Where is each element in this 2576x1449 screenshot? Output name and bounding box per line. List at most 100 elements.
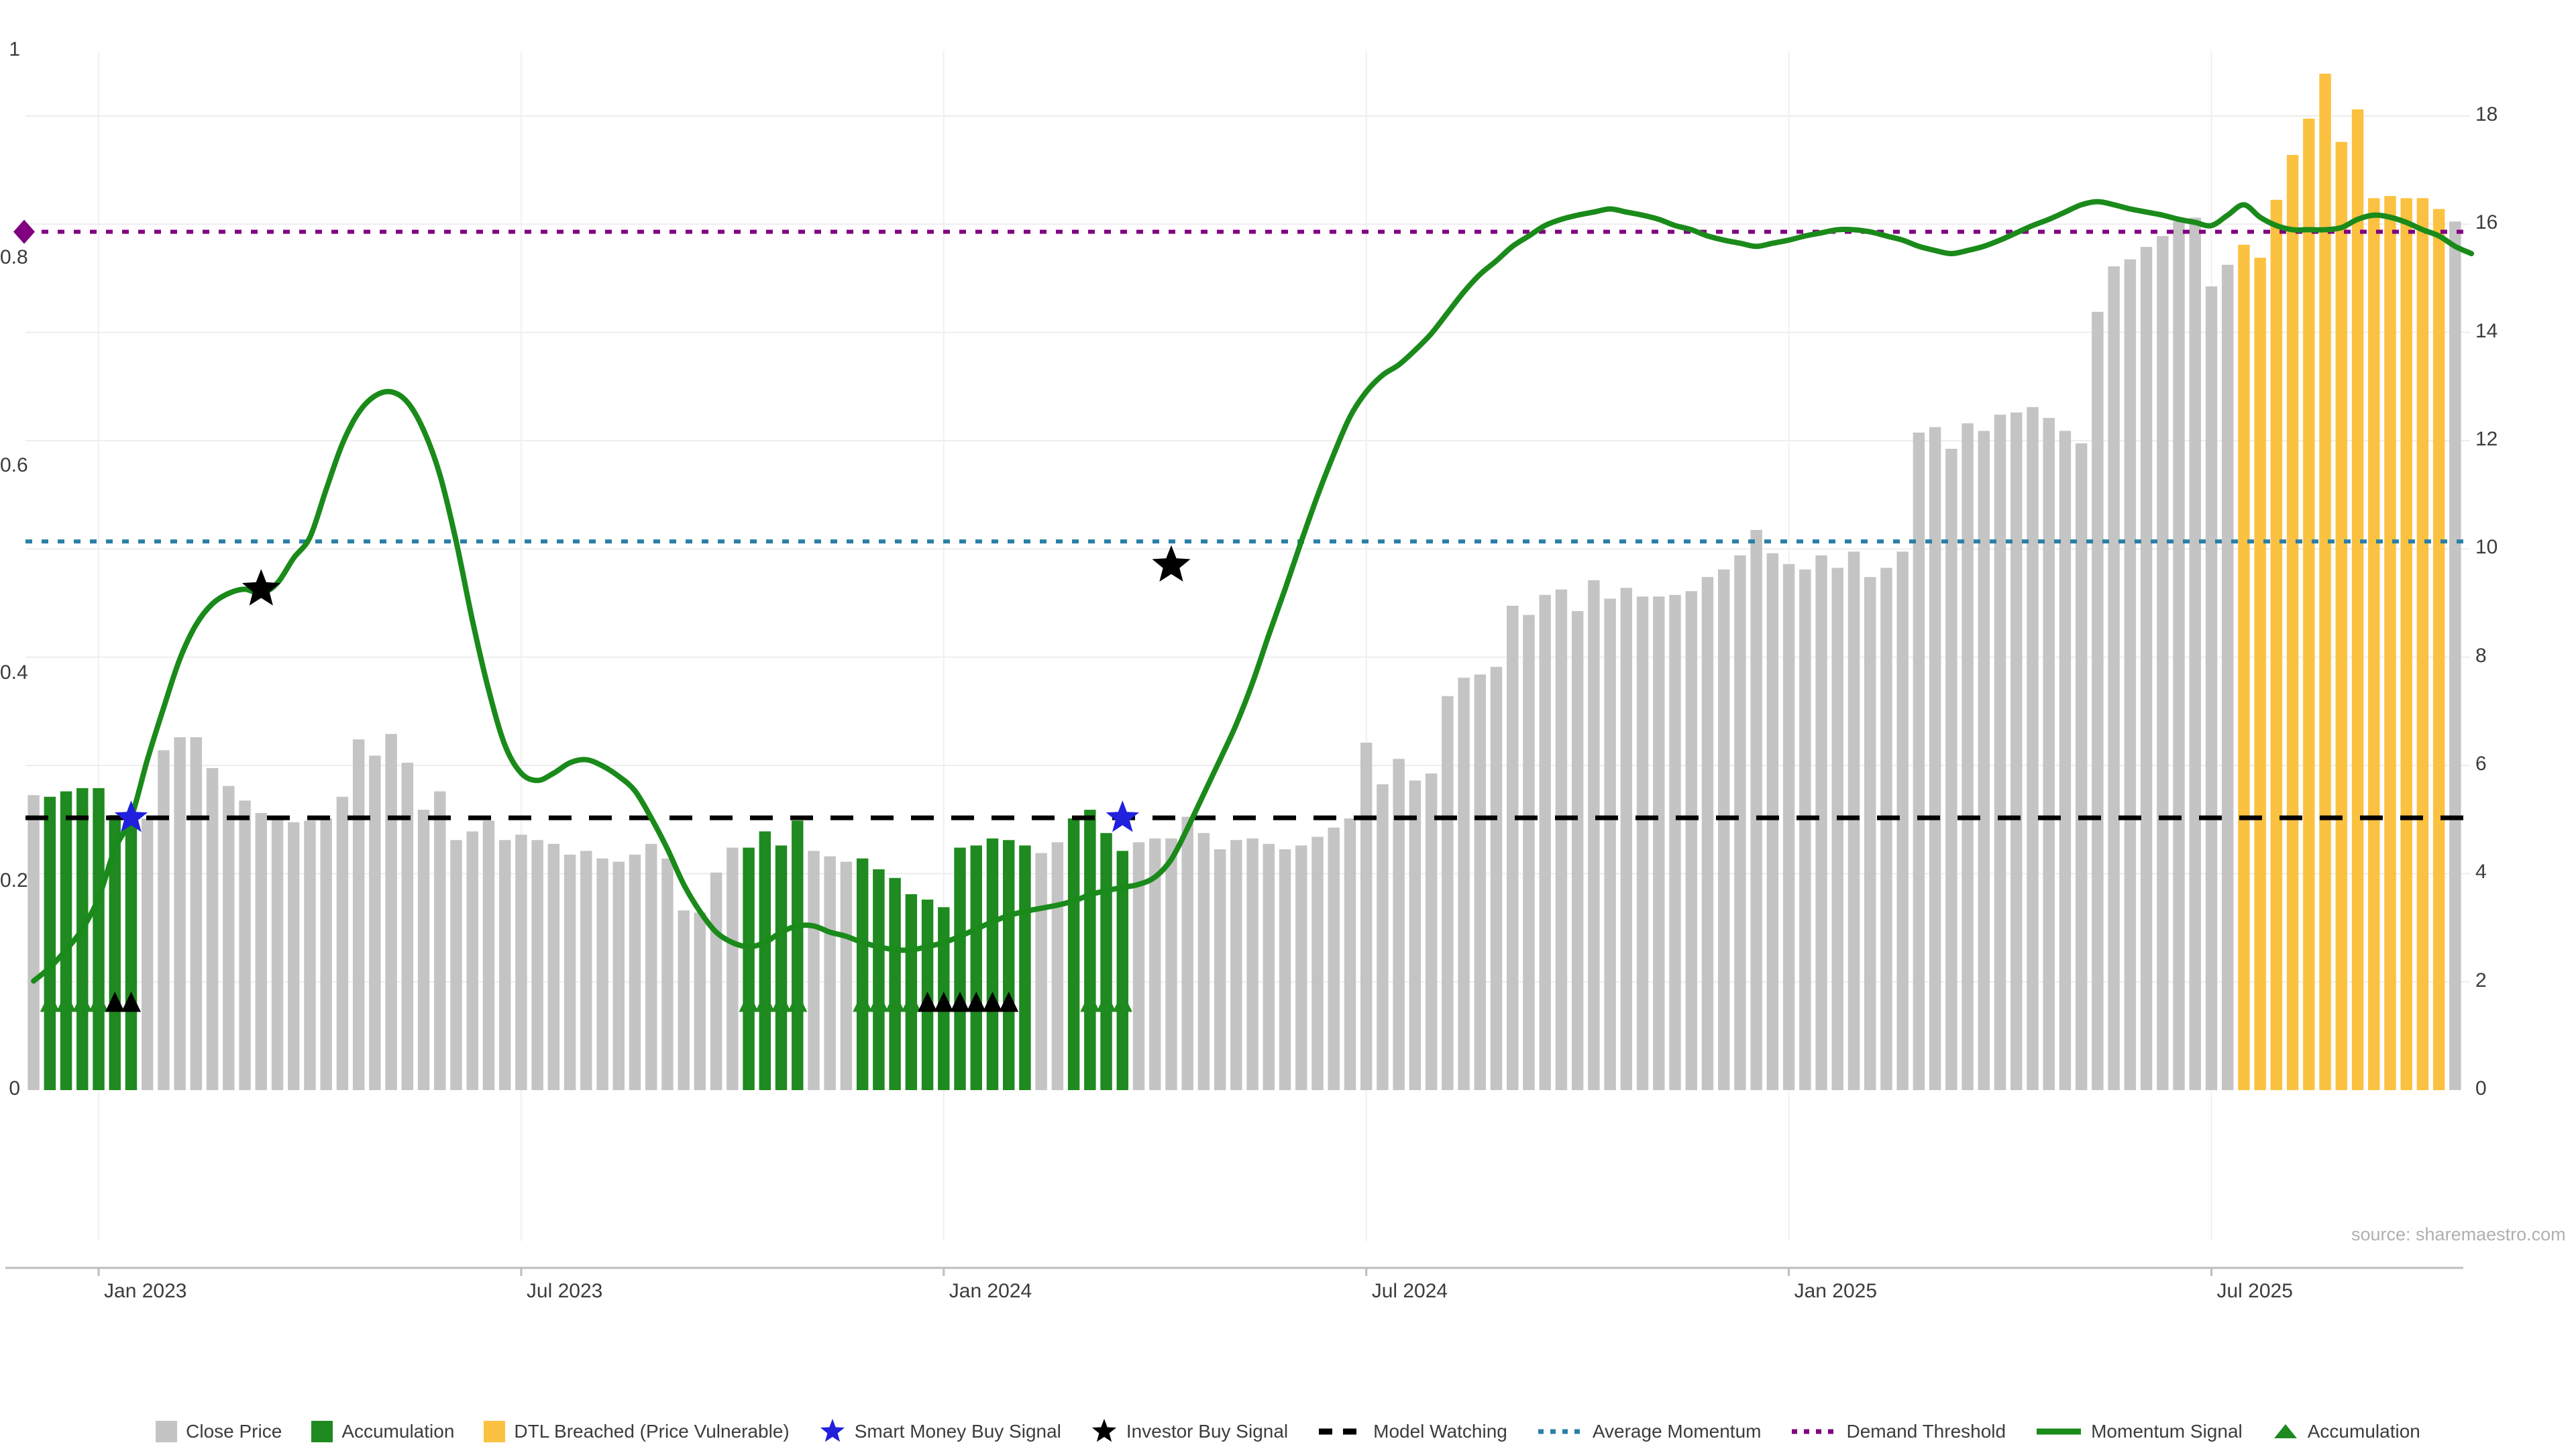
y-axis-right-tick-label: 4 bbox=[2475, 861, 2487, 883]
price-bar bbox=[564, 855, 576, 1090]
price-bar bbox=[1425, 773, 1438, 1090]
price-bar bbox=[661, 858, 674, 1090]
price-bar bbox=[1636, 596, 1649, 1090]
price-bar bbox=[2416, 198, 2429, 1091]
price-bar bbox=[694, 912, 706, 1090]
price-bar bbox=[840, 861, 853, 1090]
price-bar bbox=[1701, 577, 1714, 1090]
signal-markers bbox=[114, 545, 1191, 833]
price-bar bbox=[1994, 415, 2006, 1090]
price-bar bbox=[1409, 780, 1421, 1090]
accumulation-triangle bbox=[755, 991, 775, 1012]
price-bar bbox=[2157, 235, 2169, 1090]
price-bar bbox=[889, 877, 901, 1090]
price-bar bbox=[2173, 221, 2185, 1090]
price-bar bbox=[1571, 611, 1584, 1090]
legend-label: Model Watching bbox=[1373, 1421, 1507, 1442]
price-bar bbox=[1214, 849, 1226, 1090]
legend-item-accumulation-bar[interactable]: Accumulation bbox=[311, 1421, 454, 1442]
price-bar bbox=[1896, 551, 1909, 1090]
legend-label: Investor Buy Signal bbox=[1126, 1421, 1289, 1442]
price-bar bbox=[2140, 247, 2153, 1090]
price-bar bbox=[255, 812, 268, 1090]
price-bar bbox=[2075, 443, 2088, 1090]
price-bar bbox=[28, 795, 40, 1090]
price-bar bbox=[1344, 818, 1356, 1090]
x-axis-tick-label: Jan 2023 bbox=[104, 1280, 187, 1302]
price-bar bbox=[531, 840, 543, 1090]
investor-buy-signal-marker[interactable] bbox=[1152, 545, 1191, 582]
accumulation-triangle bbox=[1096, 991, 1116, 1012]
price-bar bbox=[2238, 244, 2250, 1090]
accumulation-triangle bbox=[72, 991, 93, 1012]
price-bar bbox=[1539, 594, 1551, 1090]
price-bar bbox=[645, 843, 657, 1090]
legend-label: Close Price bbox=[186, 1421, 282, 1442]
legend-label: Average Momentum bbox=[1592, 1421, 1762, 1442]
price-bar bbox=[986, 838, 999, 1090]
price-bar bbox=[1311, 837, 1324, 1090]
price-bar bbox=[2205, 286, 2218, 1091]
price-bar bbox=[1864, 577, 1876, 1090]
price-bar bbox=[2449, 221, 2461, 1090]
momentum-signal-line bbox=[31, 199, 2475, 984]
price-bar bbox=[1458, 678, 1470, 1090]
legend-label: Momentum Signal bbox=[2091, 1421, 2243, 1442]
price-bar bbox=[320, 818, 332, 1090]
y-axis-right-tick-label: 16 bbox=[2475, 211, 2498, 234]
legend-item-smart-money-buy-signal[interactable]: Smart Money Buy Signal bbox=[819, 1419, 1061, 1444]
price-bar bbox=[2432, 209, 2445, 1091]
price-bar bbox=[612, 861, 625, 1090]
accumulation-triangle bbox=[56, 991, 76, 1012]
price-bar bbox=[1831, 568, 1843, 1090]
price-bar bbox=[434, 791, 446, 1090]
legend-item-close-price[interactable]: Close Price bbox=[156, 1421, 282, 1442]
price-bar bbox=[710, 872, 722, 1090]
price-bar bbox=[1295, 845, 1307, 1090]
price-bar bbox=[44, 796, 56, 1090]
accumulation-triangle-dark bbox=[121, 991, 142, 1012]
legend-label: Accumulation bbox=[341, 1421, 455, 1442]
price-bar bbox=[1523, 614, 1535, 1090]
legend-item-dtl-breached[interactable]: DTL Breached (Price Vulnerable) bbox=[484, 1421, 790, 1442]
price-bar bbox=[352, 739, 365, 1090]
price-bar bbox=[141, 818, 154, 1090]
legend-item-demand-threshold[interactable]: Demand Threshold bbox=[1790, 1419, 2006, 1444]
dtl-breached-swatch-icon bbox=[484, 1421, 506, 1442]
accumulation-triangle-row bbox=[40, 991, 1132, 1012]
legend-item-average-momentum[interactable]: Average Momentum bbox=[1537, 1419, 1762, 1444]
price-bar bbox=[580, 851, 592, 1090]
y-axis-right-tick-label: 10 bbox=[2475, 536, 2498, 559]
price-bar bbox=[970, 845, 982, 1090]
price-bar bbox=[1100, 833, 1112, 1090]
legend-item-investor-buy-signal[interactable]: Investor Buy Signal bbox=[1091, 1419, 1288, 1444]
price-bar bbox=[2108, 266, 2120, 1091]
accumulation-triangle-triangle-icon bbox=[2272, 1419, 2299, 1444]
y-axis-right-tick-label: 0 bbox=[2475, 1077, 2487, 1099]
legend-item-model-watching[interactable]: Model Watching bbox=[1318, 1419, 1507, 1444]
price-bar bbox=[498, 840, 511, 1090]
price-bar bbox=[1116, 851, 1129, 1090]
price-bar bbox=[93, 788, 105, 1090]
price-bar bbox=[1442, 696, 1454, 1090]
accumulation-triangle bbox=[901, 991, 921, 1012]
demand-threshold-dotted-line-icon bbox=[1790, 1419, 1837, 1444]
price-bar bbox=[1653, 596, 1665, 1090]
price-bar bbox=[158, 750, 170, 1090]
investor-buy-signal-marker[interactable] bbox=[241, 569, 280, 606]
legend-item-momentum-signal[interactable]: Momentum Signal bbox=[2035, 1419, 2243, 1444]
price-bar bbox=[1685, 591, 1697, 1090]
price-bar bbox=[1962, 423, 1974, 1090]
accumulation-triangle-dark bbox=[934, 991, 954, 1012]
bars-group bbox=[28, 73, 2461, 1091]
demand-threshold-diamond-marker bbox=[13, 219, 35, 244]
smart-money-buy-signal-marker[interactable] bbox=[114, 800, 148, 833]
y-axis-right-tick-label: 8 bbox=[2475, 644, 2487, 667]
legend-item-accumulation-triangle[interactable]: Accumulation bbox=[2272, 1419, 2420, 1444]
price-bar bbox=[2043, 417, 2055, 1090]
smart-money-buy-signal-marker[interactable] bbox=[1106, 800, 1140, 833]
price-bar bbox=[1051, 842, 1064, 1090]
price-bar bbox=[1002, 840, 1015, 1090]
price-bar bbox=[417, 810, 430, 1090]
y-axis-left-tick-label: 0.2 bbox=[0, 869, 28, 892]
